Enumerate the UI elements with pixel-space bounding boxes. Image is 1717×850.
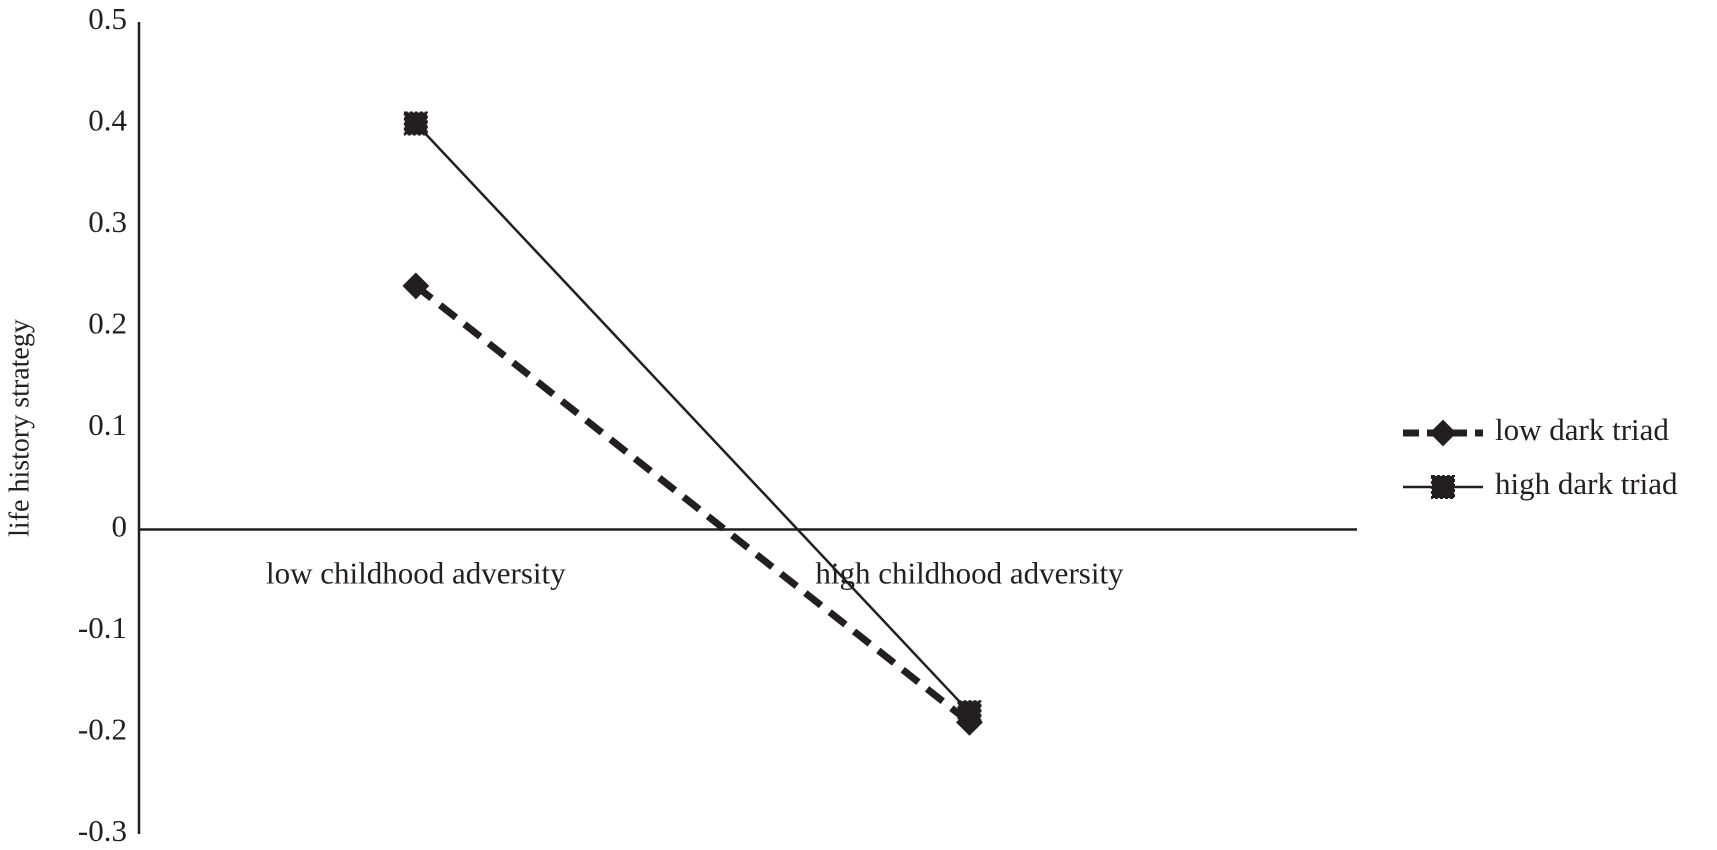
y-tick-label: 0.4 [88,103,127,138]
x-tick-label: low childhood adversity [266,556,566,591]
legend-marker [1431,475,1455,499]
y-tick-label: 0.2 [88,306,127,341]
legend-label: low dark triad [1495,412,1669,447]
series-line [414,122,971,714]
y-tick-label: 0.3 [88,204,127,239]
y-tick-label: -0.1 [78,610,127,645]
data-point [403,111,428,136]
y-tick-label: 0.5 [88,1,127,36]
legend-marker [1429,419,1457,447]
y-tick-label: -0.2 [78,712,127,747]
y-tick-label: 0.1 [88,407,127,442]
legend-label: high dark triad [1495,466,1678,501]
x-tick-label: high childhood adversity [815,556,1124,591]
data-point [402,272,430,300]
y-tick-label: -0.3 [78,813,127,848]
y-tick-label: 0 [112,509,128,544]
series-line [413,283,972,726]
y-axis-label: life history strategy [4,319,35,537]
data-point [957,700,982,725]
